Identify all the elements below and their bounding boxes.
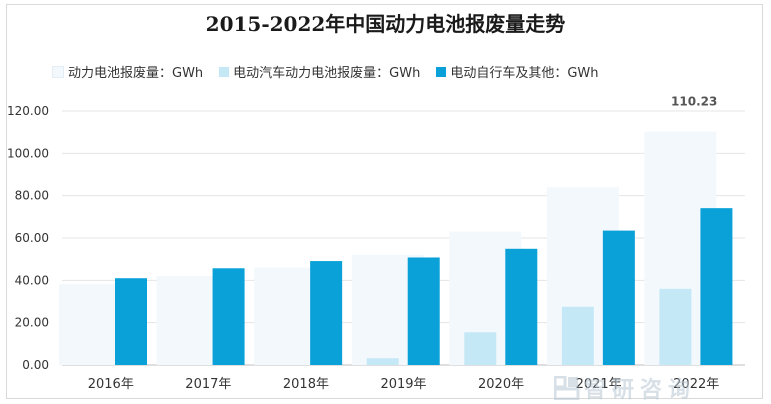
y-tick-label: 60.00 <box>15 231 49 245</box>
bar-ev <box>659 288 692 365</box>
legend-swatch-total <box>52 65 64 78</box>
y-tick-label: 100.00 <box>7 146 49 160</box>
y-tick-label: 40.00 <box>15 273 49 287</box>
legend-label-ebike: 电动自行车及其他：GWh <box>450 66 599 81</box>
data-label-total: 110.23 <box>671 95 717 109</box>
bar-ebike <box>700 208 733 365</box>
legend-label-ev: 电动汽车动力电池报废量：GWh <box>233 66 421 81</box>
bar-ebike <box>212 268 245 365</box>
x-tick-label: 2022年 <box>673 377 719 392</box>
bar-ev <box>561 306 594 365</box>
legend-label-total: 动力电池报废量：GWh <box>68 66 204 81</box>
chart-legend: 动力电池报废量：GWh 电动汽车动力电池报废量：GWh 电动自行车及其他：GWh <box>52 62 615 81</box>
x-tick-label: 2021年 <box>576 377 622 392</box>
legend-item-ev: 电动汽车动力电池报废量：GWh <box>219 62 420 81</box>
legend-swatch-ebike <box>436 66 447 77</box>
y-tick-label: 80.00 <box>15 189 49 203</box>
legend-item-total: 动力电池报废量：GWh <box>52 62 203 81</box>
bar-ebike <box>310 261 343 365</box>
bar-ebike <box>602 230 635 365</box>
bar-ev <box>464 332 497 365</box>
x-tick-label: 2020年 <box>478 377 524 392</box>
y-tick-label: 120.00 <box>7 104 49 118</box>
chart-title: 2015-2022年中国动力电池报废量走势 <box>205 12 566 36</box>
bar-ebike <box>115 278 147 365</box>
x-tick-label: 2018年 <box>283 377 329 392</box>
legend-item-ebike: 电动自行车及其他：GWh <box>436 62 599 81</box>
bar-ebike <box>505 248 538 365</box>
x-tick-label: 2016年 <box>88 377 134 392</box>
x-tick-label: 2017年 <box>185 377 231 392</box>
y-tick-label: 20.00 <box>15 316 49 330</box>
x-tick-label: 2019年 <box>380 377 426 392</box>
legend-swatch-ev <box>219 66 230 77</box>
bar-ev <box>366 358 399 365</box>
bar-ebike <box>407 257 440 365</box>
y-tick-label: 0.00 <box>22 358 49 372</box>
